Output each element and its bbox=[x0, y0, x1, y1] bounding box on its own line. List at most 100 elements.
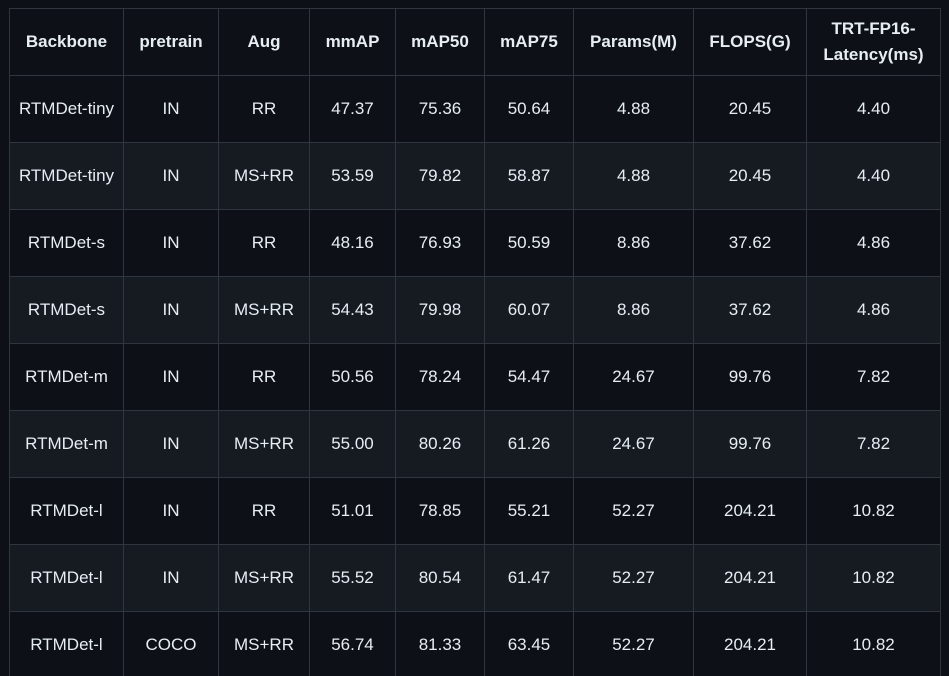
cell-map75: 63.45 bbox=[484, 611, 574, 676]
table-row: RTMDet-tiny IN MS+RR 53.59 79.82 58.87 4… bbox=[9, 142, 941, 210]
table-row: RTMDet-l COCO MS+RR 56.74 81.33 63.45 52… bbox=[9, 611, 941, 676]
table-row: RTMDet-s IN MS+RR 54.43 79.98 60.07 8.86… bbox=[9, 276, 941, 344]
cell-map75: 50.64 bbox=[484, 75, 574, 143]
cell-pretrain: IN bbox=[123, 410, 219, 478]
cell-aug: MS+RR bbox=[218, 544, 310, 612]
cell-params: 8.86 bbox=[573, 276, 694, 344]
cell-map75: 54.47 bbox=[484, 343, 574, 411]
header-backbone: Backbone bbox=[9, 8, 124, 76]
header-map75: mAP75 bbox=[484, 8, 574, 76]
cell-params: 4.88 bbox=[573, 75, 694, 143]
header-pretrain: pretrain bbox=[123, 8, 219, 76]
cell-latency: 10.82 bbox=[806, 611, 941, 676]
cell-map75: 61.26 bbox=[484, 410, 574, 478]
cell-mmap: 54.43 bbox=[309, 276, 396, 344]
table-row: RTMDet-m IN MS+RR 55.00 80.26 61.26 24.6… bbox=[9, 410, 941, 478]
cell-backbone: RTMDet-m bbox=[9, 410, 124, 478]
cell-mmap: 55.00 bbox=[309, 410, 396, 478]
cell-flops: 37.62 bbox=[693, 276, 807, 344]
cell-map50: 76.93 bbox=[395, 209, 485, 277]
cell-latency: 10.82 bbox=[806, 544, 941, 612]
table-row: RTMDet-m IN RR 50.56 78.24 54.47 24.67 9… bbox=[9, 343, 941, 411]
cell-map50: 78.24 bbox=[395, 343, 485, 411]
cell-latency: 4.86 bbox=[806, 276, 941, 344]
cell-pretrain: COCO bbox=[123, 611, 219, 676]
cell-map50: 75.36 bbox=[395, 75, 485, 143]
cell-map50: 80.54 bbox=[395, 544, 485, 612]
header-mmap: mmAP bbox=[309, 8, 396, 76]
cell-params: 24.67 bbox=[573, 410, 694, 478]
cell-aug: RR bbox=[218, 209, 310, 277]
cell-map75: 61.47 bbox=[484, 544, 574, 612]
cell-flops: 20.45 bbox=[693, 75, 807, 143]
cell-flops: 204.21 bbox=[693, 477, 807, 545]
cell-aug: MS+RR bbox=[218, 276, 310, 344]
cell-latency: 7.82 bbox=[806, 410, 941, 478]
cell-map75: 55.21 bbox=[484, 477, 574, 545]
header-latency: TRT-FP16-Latency(ms) bbox=[806, 8, 941, 76]
cell-pretrain: IN bbox=[123, 343, 219, 411]
cell-pretrain: IN bbox=[123, 75, 219, 143]
cell-pretrain: IN bbox=[123, 544, 219, 612]
cell-mmap: 56.74 bbox=[309, 611, 396, 676]
cell-map50: 79.82 bbox=[395, 142, 485, 210]
cell-backbone: RTMDet-tiny bbox=[9, 142, 124, 210]
cell-pretrain: IN bbox=[123, 142, 219, 210]
cell-map50: 80.26 bbox=[395, 410, 485, 478]
cell-aug: RR bbox=[218, 343, 310, 411]
cell-backbone: RTMDet-l bbox=[9, 544, 124, 612]
cell-pretrain: IN bbox=[123, 209, 219, 277]
table-row: RTMDet-l IN MS+RR 55.52 80.54 61.47 52.2… bbox=[9, 544, 941, 612]
cell-params: 4.88 bbox=[573, 142, 694, 210]
cell-flops: 99.76 bbox=[693, 343, 807, 411]
cell-aug: MS+RR bbox=[218, 142, 310, 210]
header-params: Params(M) bbox=[573, 8, 694, 76]
cell-backbone: RTMDet-s bbox=[9, 276, 124, 344]
cell-mmap: 51.01 bbox=[309, 477, 396, 545]
table-row: RTMDet-tiny IN RR 47.37 75.36 50.64 4.88… bbox=[9, 75, 941, 143]
cell-latency: 4.40 bbox=[806, 142, 941, 210]
cell-mmap: 47.37 bbox=[309, 75, 396, 143]
cell-map75: 60.07 bbox=[484, 276, 574, 344]
table-row: RTMDet-s IN RR 48.16 76.93 50.59 8.86 37… bbox=[9, 209, 941, 277]
table-row: RTMDet-l IN RR 51.01 78.85 55.21 52.27 2… bbox=[9, 477, 941, 545]
cell-params: 24.67 bbox=[573, 343, 694, 411]
cell-aug: MS+RR bbox=[218, 410, 310, 478]
cell-params: 52.27 bbox=[573, 544, 694, 612]
cell-map75: 50.59 bbox=[484, 209, 574, 277]
cell-mmap: 50.56 bbox=[309, 343, 396, 411]
cell-latency: 4.86 bbox=[806, 209, 941, 277]
cell-backbone: RTMDet-m bbox=[9, 343, 124, 411]
cell-params: 8.86 bbox=[573, 209, 694, 277]
cell-backbone: RTMDet-l bbox=[9, 477, 124, 545]
cell-map50: 79.98 bbox=[395, 276, 485, 344]
cell-mmap: 48.16 bbox=[309, 209, 396, 277]
cell-map75: 58.87 bbox=[484, 142, 574, 210]
cell-latency: 10.82 bbox=[806, 477, 941, 545]
cell-aug: MS+RR bbox=[218, 611, 310, 676]
header-row: Backbone pretrain Aug mmAP mAP50 mAP75 P… bbox=[9, 8, 941, 76]
results-table: Backbone pretrain Aug mmAP mAP50 mAP75 P… bbox=[9, 8, 941, 676]
cell-map50: 78.85 bbox=[395, 477, 485, 545]
cell-params: 52.27 bbox=[573, 477, 694, 545]
cell-backbone: RTMDet-l bbox=[9, 611, 124, 676]
cell-backbone: RTMDet-s bbox=[9, 209, 124, 277]
cell-flops: 204.21 bbox=[693, 544, 807, 612]
cell-map50: 81.33 bbox=[395, 611, 485, 676]
cell-flops: 20.45 bbox=[693, 142, 807, 210]
cell-pretrain: IN bbox=[123, 276, 219, 344]
cell-mmap: 53.59 bbox=[309, 142, 396, 210]
cell-backbone: RTMDet-tiny bbox=[9, 75, 124, 143]
header-map50: mAP50 bbox=[395, 8, 485, 76]
header-flops: FLOPS(G) bbox=[693, 8, 807, 76]
cell-params: 52.27 bbox=[573, 611, 694, 676]
cell-latency: 4.40 bbox=[806, 75, 941, 143]
cell-flops: 99.76 bbox=[693, 410, 807, 478]
cell-flops: 204.21 bbox=[693, 611, 807, 676]
cell-aug: RR bbox=[218, 75, 310, 143]
cell-aug: RR bbox=[218, 477, 310, 545]
cell-flops: 37.62 bbox=[693, 209, 807, 277]
cell-latency: 7.82 bbox=[806, 343, 941, 411]
cell-mmap: 55.52 bbox=[309, 544, 396, 612]
